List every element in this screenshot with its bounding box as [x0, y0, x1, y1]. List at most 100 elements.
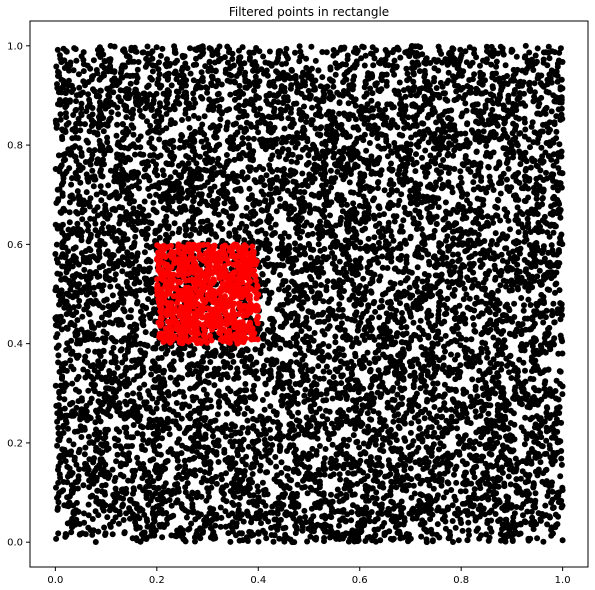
- data-point: [149, 68, 156, 75]
- data-point: [528, 460, 535, 467]
- data-point: [479, 329, 486, 336]
- data-point: [483, 292, 490, 299]
- data-point: [206, 59, 213, 66]
- data-point: [364, 410, 371, 417]
- data-point: [70, 67, 77, 74]
- data-point: [323, 49, 330, 56]
- data-point: [486, 450, 493, 457]
- data-point: [244, 405, 251, 412]
- data-point: [260, 53, 267, 60]
- data-point: [316, 478, 323, 485]
- data-point: [188, 520, 195, 527]
- data-point: [198, 479, 205, 486]
- data-point: [514, 204, 521, 211]
- data-point: [419, 154, 425, 161]
- data-point: [246, 185, 253, 192]
- data-point: [559, 537, 566, 544]
- points-layer: [52, 42, 566, 546]
- data-point: [394, 244, 401, 251]
- data-point: [162, 498, 169, 505]
- data-point: [458, 188, 465, 195]
- data-point: [118, 445, 125, 452]
- data-point: [422, 173, 429, 180]
- data-point: [80, 256, 87, 263]
- data-point: [377, 371, 384, 378]
- data-point: [205, 352, 212, 359]
- data-point: [305, 367, 312, 374]
- data-point: [530, 526, 537, 533]
- data-point: [63, 48, 70, 54]
- data-point: [239, 135, 246, 141]
- data-point: [384, 153, 391, 160]
- data-point: [158, 345, 165, 352]
- data-point: [85, 347, 91, 354]
- data-point: [56, 394, 63, 401]
- data-point: [391, 218, 398, 225]
- data-point: [413, 151, 419, 158]
- data-point: [316, 405, 323, 412]
- data-point: [127, 80, 134, 87]
- data-point: [264, 391, 270, 397]
- data-point: [459, 527, 466, 534]
- data-point: [427, 60, 434, 66]
- data-point: [229, 56, 236, 62]
- data-point: [121, 529, 128, 536]
- data-point: [238, 173, 245, 180]
- data-point: [73, 98, 79, 105]
- data-point: [531, 80, 538, 87]
- data-point: [145, 296, 152, 302]
- data-point: [214, 411, 221, 418]
- data-point: [556, 141, 563, 148]
- data-point: [402, 49, 409, 56]
- data-point: [410, 114, 417, 121]
- data-point: [336, 301, 343, 308]
- data-point: [86, 311, 93, 318]
- data-point: [115, 520, 122, 527]
- data-point: [542, 502, 549, 509]
- data-point: [505, 92, 512, 99]
- data-point: [545, 43, 552, 50]
- data-point: [421, 93, 428, 100]
- data-point: [53, 402, 60, 409]
- data-point: [128, 307, 134, 314]
- data-point: [341, 461, 348, 468]
- data-point: [341, 145, 348, 152]
- data-point: [364, 473, 371, 480]
- data-point: [346, 179, 353, 186]
- data-point: [357, 396, 364, 403]
- data-point: [369, 90, 376, 97]
- data-point: [549, 308, 555, 314]
- data-point: [364, 392, 370, 399]
- data-point: [391, 397, 398, 404]
- data-point: [137, 219, 144, 226]
- data-point: [97, 169, 104, 176]
- data-point: [324, 325, 331, 332]
- data-point: [239, 44, 246, 51]
- data-point: [201, 113, 208, 120]
- data-point: [376, 212, 383, 219]
- data-point: [55, 530, 62, 537]
- data-point: [130, 131, 137, 138]
- data-point: [111, 173, 118, 180]
- data-point: [334, 486, 341, 493]
- data-point: [182, 110, 189, 117]
- data-point: [217, 116, 224, 123]
- data-point: [53, 334, 60, 341]
- data-point: [477, 62, 483, 69]
- data-point: [124, 392, 131, 398]
- data-point: [412, 207, 419, 214]
- data-point: [515, 94, 522, 101]
- data-point: [89, 167, 96, 174]
- data-point: [114, 364, 121, 371]
- data-point: [282, 524, 289, 531]
- data-point: [445, 179, 452, 186]
- data-point: [492, 511, 499, 517]
- data-point: [361, 84, 368, 91]
- data-point: [390, 237, 397, 244]
- data-point: [65, 248, 72, 255]
- data-point: [156, 136, 163, 143]
- data-point: [416, 497, 423, 504]
- data-point: [74, 220, 81, 227]
- data-point: [438, 169, 445, 176]
- data-point: [503, 176, 510, 183]
